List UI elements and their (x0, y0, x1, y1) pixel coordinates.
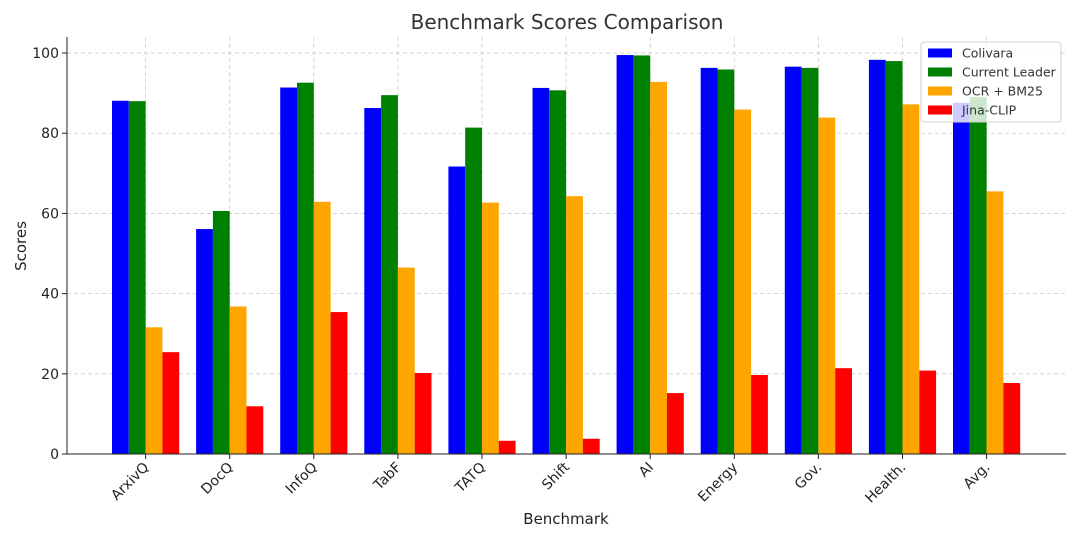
bar (717, 69, 735, 455)
bar (498, 440, 516, 454)
legend-label: Current Leader (962, 65, 1057, 80)
bar (280, 87, 297, 455)
bar (196, 229, 213, 454)
x-tick-label: Gov. (792, 460, 825, 493)
chart-title: Benchmark Scores Comparison (411, 10, 724, 34)
y-tick-label: 0 (50, 447, 59, 463)
bar (330, 312, 348, 454)
x-tick-label: TATQ (452, 460, 489, 497)
legend-swatch (928, 48, 952, 58)
x-tick-label: Energy (695, 460, 741, 506)
bar (162, 352, 180, 454)
bar (397, 267, 415, 454)
x-tick-label: ArxivQ (108, 460, 152, 504)
bar (751, 375, 768, 454)
bar (667, 393, 684, 454)
y-ticks: 0 20 40 60 80 100 (32, 46, 67, 463)
bar (818, 117, 836, 455)
y-tick-label: 100 (32, 46, 59, 62)
bar (381, 95, 398, 455)
bar (212, 211, 230, 454)
bar (313, 201, 331, 454)
bar (868, 59, 886, 455)
bar (364, 107, 382, 455)
bar (919, 370, 937, 454)
x-tick-label: InfoQ (283, 460, 321, 498)
bar (650, 81, 667, 455)
bar (414, 373, 432, 454)
bar (801, 67, 819, 455)
bar (145, 327, 163, 454)
legend: Colivara Current Leader OCR + BM25 Jina-CLI… (920, 41, 1062, 123)
bar (953, 102, 970, 454)
bar (1003, 383, 1021, 454)
bar (633, 55, 651, 455)
bar (549, 90, 567, 454)
legend-swatch (928, 86, 952, 96)
bar (532, 87, 550, 454)
bar (566, 196, 583, 454)
bar (902, 104, 920, 454)
bars (112, 55, 1021, 455)
bar (229, 306, 247, 454)
bar (700, 67, 718, 455)
bar (734, 109, 752, 454)
y-tick-label: 20 (41, 367, 59, 383)
x-axis-label: Benchmark (523, 510, 609, 528)
bar (128, 101, 146, 455)
bar (297, 82, 314, 454)
bar (482, 202, 499, 454)
bar (616, 55, 634, 454)
bar (582, 438, 600, 454)
x-tick-label: AI (636, 460, 657, 481)
x-tick-label: Shift (539, 459, 573, 493)
legend-label: OCR + BM25 (962, 84, 1043, 99)
bar (465, 127, 482, 454)
bar (246, 406, 264, 454)
x-tick-label: TabF (370, 460, 404, 494)
bar (885, 61, 903, 455)
bar (986, 191, 1004, 455)
legend-label: Colivara (962, 46, 1013, 61)
bar (835, 368, 852, 454)
bar (784, 66, 802, 455)
legend-label: Jina-CLIP (961, 103, 1017, 118)
bar (969, 97, 987, 455)
y-tick-label: 80 (41, 126, 59, 142)
legend-swatch (928, 105, 952, 115)
x-tick-label: DocQ (198, 460, 236, 498)
x-tick-label: Health. (862, 460, 909, 507)
y-tick-label: 40 (41, 287, 59, 303)
x-tick-label: Avg. (961, 460, 994, 493)
bar (112, 100, 129, 455)
x-ticks: ArxivQ DocQ InfoQ TabF TATQ Shift AI Energy Gov.… (108, 454, 993, 506)
y-tick-label: 60 (41, 206, 59, 222)
y-axis-label: Scores (12, 221, 30, 271)
legend-swatch (928, 67, 952, 77)
bar (448, 166, 466, 455)
legend-frame (920, 41, 1062, 123)
